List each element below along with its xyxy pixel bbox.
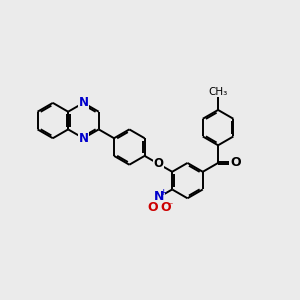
Text: N: N: [78, 96, 88, 110]
Text: N: N: [78, 132, 88, 145]
Text: O: O: [160, 201, 171, 214]
Text: N: N: [154, 190, 164, 203]
Text: O: O: [230, 157, 241, 169]
Text: CH₃: CH₃: [208, 87, 228, 97]
Text: ⁻: ⁻: [167, 201, 172, 211]
Text: O: O: [148, 201, 158, 214]
Text: O: O: [153, 157, 164, 170]
Text: +: +: [159, 188, 166, 197]
